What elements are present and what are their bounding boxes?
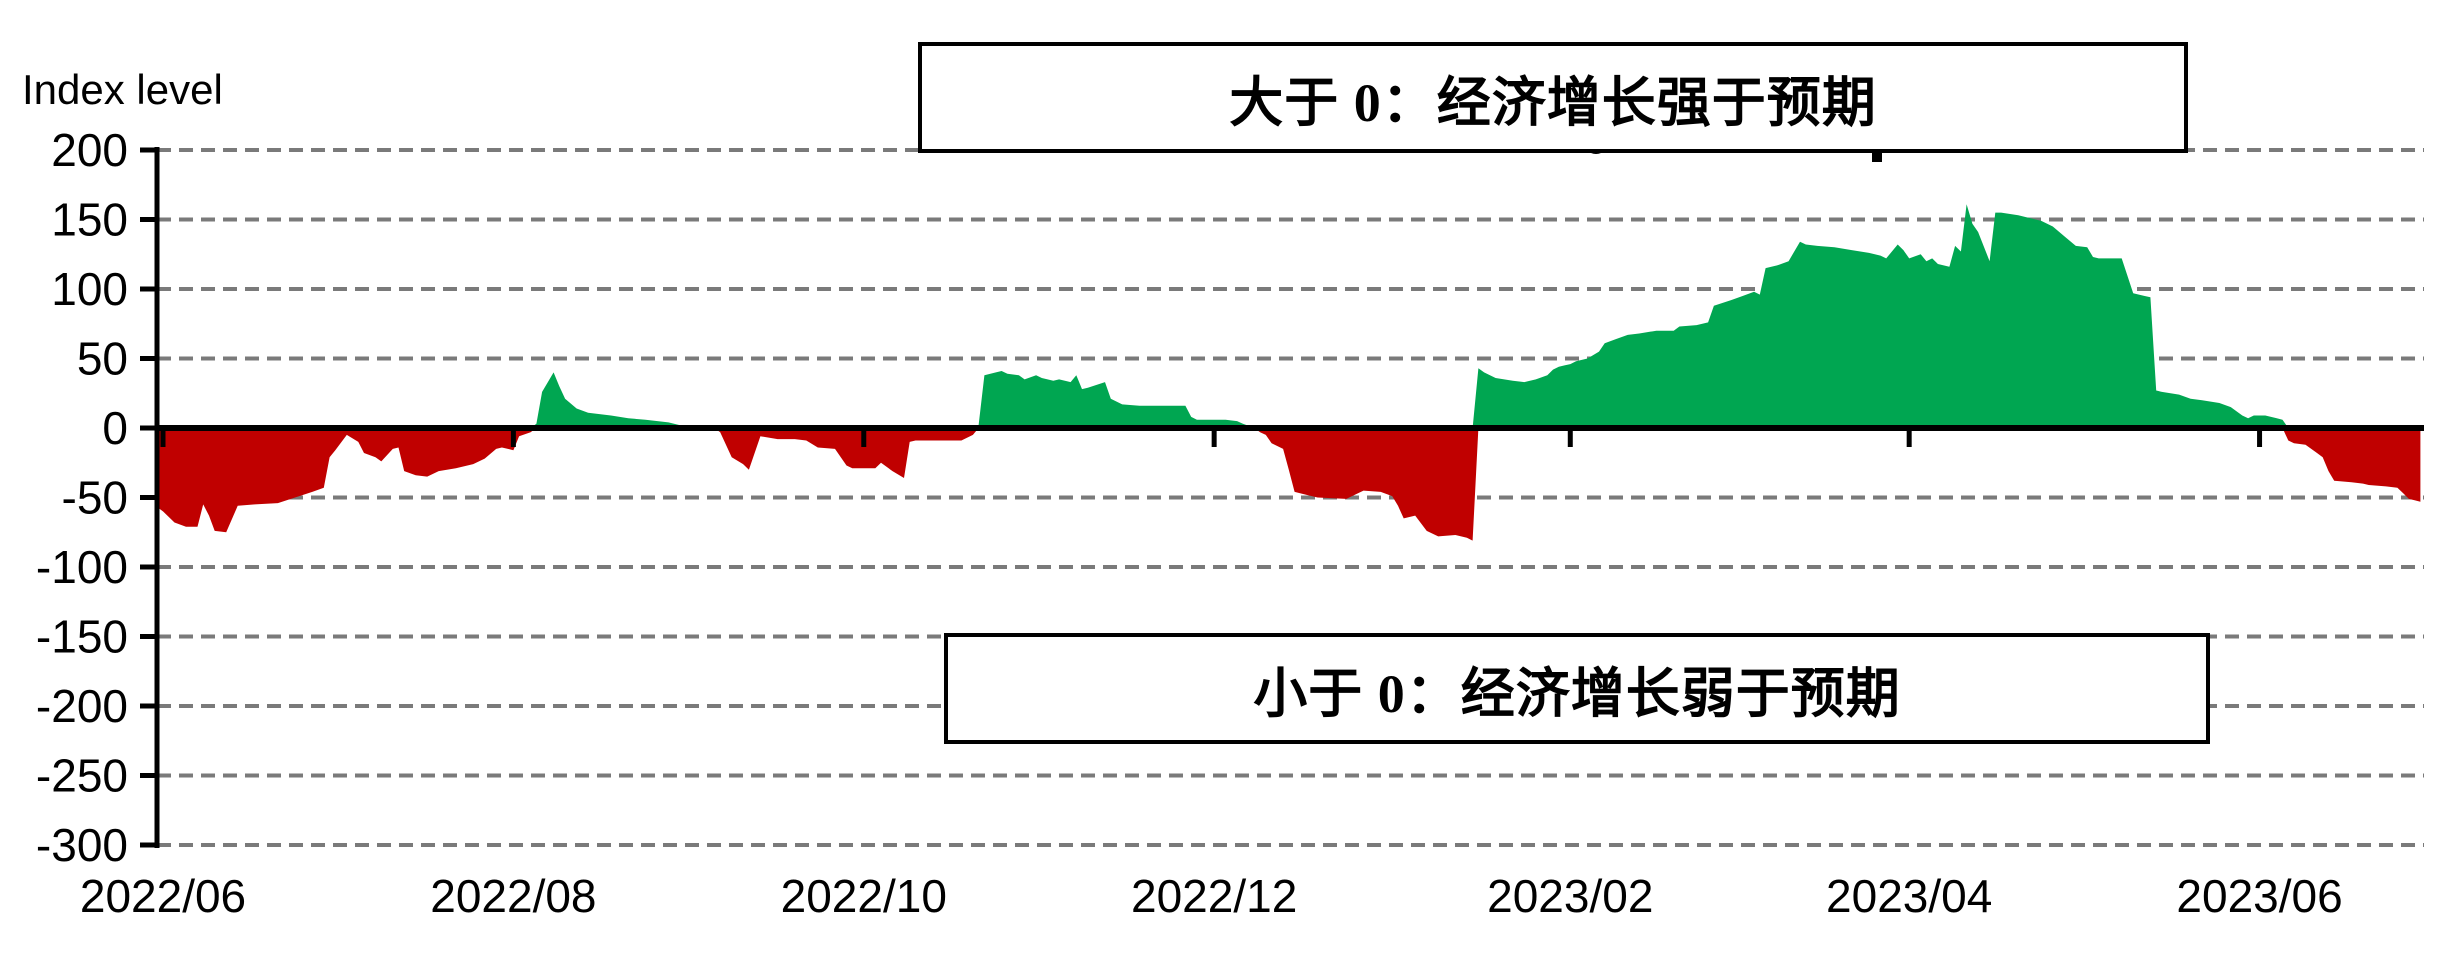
annotation-above-zero-text: 大于 0：经济增长强于预期 xyxy=(1229,73,1877,133)
annotation-below-zero-text: 小于 0：经济增长弱于预期 xyxy=(1253,664,1901,724)
svg-text:50: 50 xyxy=(77,333,128,385)
annotation-box-below-zero: 小于 0：经济增长弱于预期 xyxy=(944,633,2210,744)
positive-area xyxy=(157,204,2421,428)
svg-text:2023/04: 2023/04 xyxy=(1826,870,1992,922)
y-axis-title: Index level xyxy=(22,66,223,113)
svg-text:-300: -300 xyxy=(36,819,128,871)
y-tick-marks xyxy=(140,147,158,848)
svg-text:2022/10: 2022/10 xyxy=(781,870,947,922)
svg-text:2022/08: 2022/08 xyxy=(430,870,596,922)
negative-area xyxy=(157,428,2421,541)
svg-text:0: 0 xyxy=(102,402,128,454)
svg-text:2023/02: 2023/02 xyxy=(1487,870,1653,922)
svg-text:2022/12: 2022/12 xyxy=(1131,870,1297,922)
x-tick-marks xyxy=(160,428,2263,447)
svg-text:-150: -150 xyxy=(36,611,128,663)
svg-text:200: 200 xyxy=(51,124,128,176)
svg-text:100: 100 xyxy=(51,263,128,315)
svg-text:2022/06: 2022/06 xyxy=(80,870,246,922)
y-tick-labels: 200 150 100 50 0 -50 -100 -150 -200 -250 -300 xyxy=(36,124,128,871)
svg-text:-100: -100 xyxy=(36,541,128,593)
svg-text:-250: -250 xyxy=(36,750,128,802)
annotation-box-above-zero: 大于 0：经济增长强于预期 xyxy=(918,42,2188,153)
svg-text:2023/06: 2023/06 xyxy=(2176,870,2342,922)
svg-text:-50: -50 xyxy=(62,472,128,524)
svg-text:150: 150 xyxy=(51,194,128,246)
svg-text:-200: -200 xyxy=(36,680,128,732)
x-tick-labels: 2022/06 2022/08 2022/10 2022/12 2023/02 2023/… xyxy=(80,870,2343,922)
